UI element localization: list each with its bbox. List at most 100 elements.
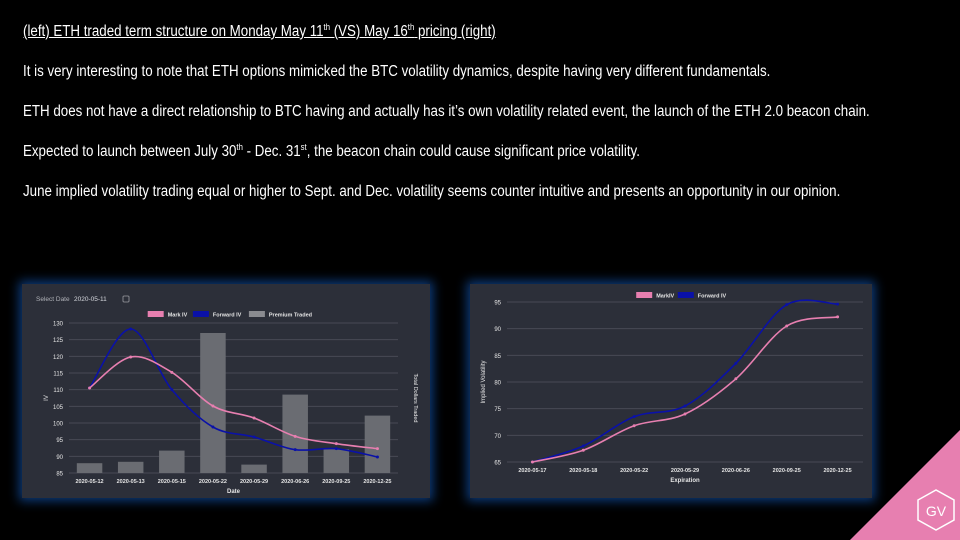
series-point-1 [293, 448, 297, 452]
series-point-0 [129, 355, 133, 359]
legend-label: Premium Traded [269, 313, 312, 319]
para3-part2: - Dec. 31 [242, 143, 301, 160]
series-point-0 [530, 460, 534, 464]
logo-triangle [850, 430, 960, 540]
legend-swatch [636, 292, 653, 298]
para3-part1: Expected to launch between July 30 [23, 143, 237, 160]
series-point-0 [88, 386, 92, 390]
y-axis-label: Implied Volatility [481, 360, 487, 403]
x-tick-label: 2020-05-22 [620, 468, 648, 474]
logo-text: GV [926, 503, 947, 519]
series-point-1 [836, 302, 840, 306]
right-chart-panel: 65 70 75 80 85 90 95 2020-05-17 2020-05-18 2020-0… [470, 284, 872, 498]
y-tick-label: 95 [494, 301, 501, 307]
y-tick-label: 75 [494, 407, 501, 413]
x-tick-label: 2020-05-22 [199, 479, 227, 485]
series-point-0 [375, 447, 379, 451]
legend-swatch [248, 311, 265, 317]
legend-swatch [147, 311, 164, 317]
y-tick-label: 80 [494, 381, 501, 387]
y-tick-label: 110 [53, 388, 63, 394]
y-tick-label: 125 [53, 338, 64, 344]
x-tick-label: 2020-05-15 [158, 479, 186, 485]
left-chart: Select Date 2020-05-11 85 90 95 100 105 110 115 1… [36, 295, 418, 495]
paragraph-4: June implied volatility trading equal or… [23, 183, 841, 200]
series-point-0 [170, 370, 174, 374]
series-point-1 [683, 404, 687, 408]
left-chart-panel: Select Date 2020-05-11 85 90 95 100 105 110 115 1… [22, 284, 430, 498]
series-line-0 [532, 316, 838, 463]
series-point-0 [211, 404, 215, 408]
para3-part3: , the beacon chain could cause significa… [306, 143, 640, 160]
select-date-label: Select Date [36, 296, 70, 303]
y-tick-label: 65 [494, 461, 501, 467]
y-tick-label: 105 [53, 405, 64, 411]
legend-label: MarkIV [656, 294, 674, 300]
x-tick-label: 2020-05-17 [518, 468, 546, 474]
slide-text: (left) ETH traded term structure on Mond… [23, 22, 938, 202]
premium-traded-bar [282, 394, 308, 473]
y-tick-label: 120 [53, 355, 64, 361]
x-tick-label: 2020-06-26 [281, 479, 309, 485]
series-point-0 [734, 377, 738, 381]
series-point-1 [375, 455, 379, 459]
para3-sup2: st [300, 141, 307, 152]
x-tick-label: 2020-12-25 [363, 479, 391, 485]
y-tick-label: 85 [56, 472, 63, 478]
y-tick-label: 95 [56, 438, 63, 444]
y-tick-label: 130 [53, 322, 64, 328]
paragraph-1: It is very interesting to note that ETH … [23, 63, 771, 80]
legend-label: Forward IV [698, 294, 727, 300]
legend-swatch [192, 311, 209, 317]
slide-heading: (left) ETH traded term structure on Mond… [23, 22, 810, 42]
para3-sup1: th [236, 141, 243, 152]
x-tick-label: 2020-05-29 [671, 468, 699, 474]
gv-logo: GV [850, 430, 960, 540]
calendar-icon [122, 295, 130, 303]
legend-label: Forward IV [213, 313, 242, 319]
series-line-1 [88, 328, 378, 458]
x-tick-label: 2020-05-13 [117, 479, 145, 485]
x-tick-label: 2020-05-18 [569, 468, 597, 474]
x-tick-label: 2020-06-26 [722, 468, 750, 474]
premium-traded-bar [200, 333, 226, 473]
y-tick-label: 90 [56, 455, 63, 461]
series-point-0 [836, 315, 840, 319]
y-tick-label: 90 [494, 327, 501, 333]
heading-sup2: th [407, 21, 415, 32]
right-chart: 65 70 75 80 85 90 95 2020-05-17 2020-05-18 2020-0… [481, 292, 863, 484]
series-line-0 [89, 355, 378, 450]
x-axis-label: Date [227, 489, 241, 495]
premium-traded-bar [159, 450, 185, 473]
series-point-0 [252, 416, 256, 420]
x-tick-label: 2020-05-12 [75, 479, 103, 485]
series-point-1 [734, 361, 738, 365]
series-point-1 [129, 327, 133, 331]
y-tick-label: 85 [494, 354, 501, 360]
x-tick-label: 2020-09-25 [773, 468, 801, 474]
series-point-1 [170, 388, 174, 392]
series-point-1 [334, 447, 338, 451]
series-point-1 [252, 435, 256, 439]
series-point-1 [632, 415, 636, 419]
premium-traded-bar [241, 464, 267, 473]
series-line-1 [532, 299, 838, 463]
series-point-0 [293, 434, 297, 438]
premium-traded-bar [117, 461, 144, 473]
premium-traded-bar [323, 449, 350, 473]
x-tick-label: 2020-12-25 [824, 468, 852, 474]
series-point-0 [632, 424, 636, 428]
series-point-0 [785, 324, 789, 328]
select-date-value: 2020-05-11 [74, 296, 107, 303]
series-point-0 [683, 412, 687, 416]
y-tick-label: 70 [494, 434, 501, 440]
y-axis-label: IV [44, 395, 50, 401]
paragraph-2: ETH does not have a direct relationship … [23, 103, 870, 120]
y-tick-label: 115 [53, 372, 63, 378]
x-tick-label: 2020-09-25 [322, 479, 350, 485]
series-point-1 [211, 425, 215, 429]
heading-part1: (left) ETH traded term structure on Mond… [23, 23, 324, 40]
heading-part2: (VS) May 16 [330, 23, 408, 40]
legend-swatch [677, 292, 694, 298]
y2-axis-label: Total Dollars Traded [412, 374, 418, 423]
